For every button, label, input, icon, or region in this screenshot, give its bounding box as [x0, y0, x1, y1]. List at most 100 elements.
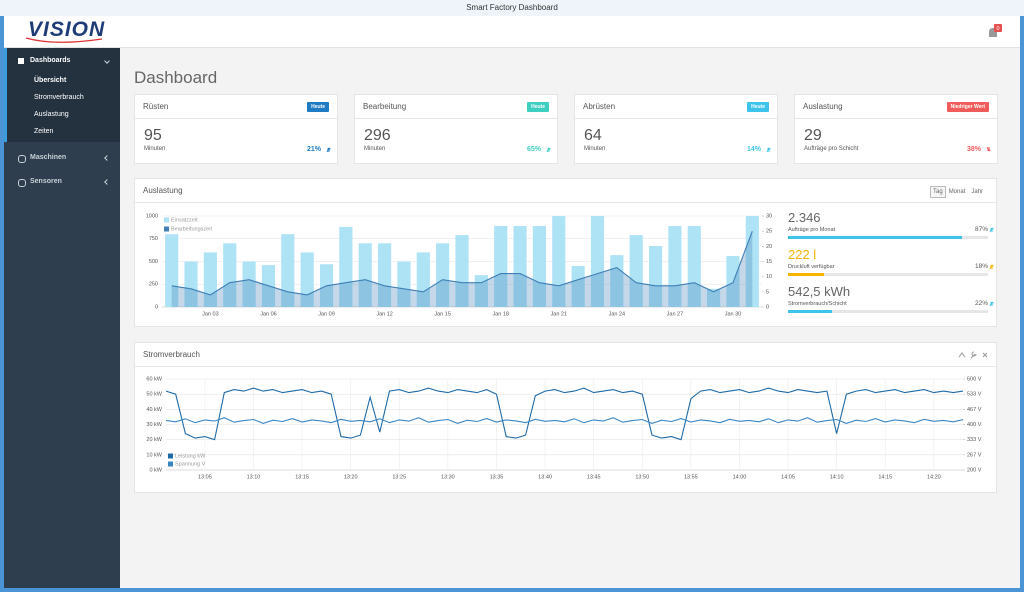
notification-bell[interactable]: 0	[984, 24, 1006, 42]
legend-swatch	[168, 461, 173, 467]
sidebar-subitem[interactable]: Übersicht	[34, 77, 67, 84]
x-tick-label: Jan 21	[551, 311, 568, 317]
bar	[629, 235, 643, 307]
x-tick-label: 13:35	[490, 474, 504, 480]
card-change: 65%	[526, 146, 541, 153]
bar	[339, 226, 353, 307]
stat-percent: 22%	[974, 300, 988, 307]
y2-tick-label: 25	[766, 229, 772, 235]
notification-count: 0	[996, 26, 999, 32]
y-tick-label: 50 kW	[146, 392, 162, 398]
y-tick-label: 40 kW	[146, 407, 162, 413]
legend-swatch	[164, 226, 169, 232]
x-tick-label: 14:15	[878, 474, 892, 480]
y2-tick-label: 467 V	[967, 407, 982, 413]
legend-label: Leistung kW	[175, 453, 206, 459]
bar	[455, 235, 469, 307]
bar	[687, 226, 701, 307]
bar	[668, 226, 682, 307]
card-value: 29	[804, 127, 822, 144]
bar	[416, 252, 430, 307]
stat-value: 542,5 kWh	[788, 284, 851, 299]
x-tick-label: 13:25	[392, 474, 406, 480]
range-button[interactable]: Tag	[930, 186, 946, 198]
sidebar-subitem[interactable]: Auslastung	[34, 111, 69, 118]
bar	[397, 261, 411, 307]
x-tick-label: 14:05	[781, 474, 795, 480]
bar	[532, 226, 546, 307]
auslastung-panel: Auslastung	[134, 178, 997, 327]
kpi-card: Auslastung Niedriger Wert 29 Aufträge pro S…	[794, 94, 998, 164]
card-value: 95	[144, 127, 162, 144]
bar	[707, 288, 721, 307]
sidebar-item[interactable]: Maschinen	[30, 154, 67, 161]
kpi-card: Rüsten Heute 95 Minuten 21%	[134, 94, 338, 164]
sidebar-item[interactable]: Sensoren	[30, 178, 62, 185]
x-tick-label: 13:45	[587, 474, 601, 480]
trend-arrow	[989, 227, 994, 233]
panel-title: Stromverbrauch	[143, 350, 200, 359]
menu-icon	[18, 58, 24, 64]
y2-tick-label: 30	[766, 213, 772, 219]
card-header: Rüsten Heute	[135, 95, 337, 119]
progress-track	[788, 273, 988, 276]
card-header: Auslastung Niedriger Wert	[795, 95, 997, 119]
y2-tick-label: 15	[766, 259, 772, 265]
y2-tick-label: 600 V	[967, 376, 982, 382]
panel-tools[interactable]	[958, 351, 990, 359]
x-tick-label: 13:05	[198, 474, 212, 480]
logo[interactable]: VISION	[28, 18, 106, 41]
trend-arrow	[989, 301, 994, 307]
stat-value: 222 l	[788, 247, 817, 262]
y-tick-label: 60 kW	[146, 376, 162, 382]
bar	[494, 226, 508, 307]
card-unit: Minuten	[364, 146, 386, 152]
stat-label: Druckluft verfügbar	[788, 264, 835, 270]
sidebar-subitem[interactable]: Zeiten	[34, 128, 54, 135]
x-tick-label: 13:20	[344, 474, 358, 480]
card-unit: Minuten	[584, 146, 606, 152]
x-tick-label: 13:30	[441, 474, 455, 480]
x-tick-label: 14:10	[830, 474, 844, 480]
trend-arrow	[989, 264, 994, 270]
y-tick-label: 0 kW	[149, 467, 162, 473]
legend-swatch	[168, 453, 173, 459]
progress-bar	[788, 310, 832, 313]
y2-tick-label: 10	[766, 274, 772, 280]
sidebar-subitem[interactable]: Stromverbrauch	[34, 94, 84, 101]
y2-tick-label: 533 V	[967, 392, 982, 398]
y2-tick-label: 5	[766, 289, 769, 295]
y2-tick-label: 267 V	[967, 452, 982, 458]
y-tick-label: 0	[155, 304, 158, 310]
stat-percent: 87%	[974, 226, 988, 233]
sidebar-item[interactable]: Dashboards	[30, 57, 71, 64]
panel-header: Auslastung	[135, 179, 996, 203]
sidebar: Dashboards Übersicht Stromverbrauch Auslast…	[4, 48, 120, 588]
x-tick-label: Jan 06	[260, 311, 277, 317]
range-button[interactable]: Jahr	[971, 189, 984, 195]
y2-tick-label: 400 V	[967, 422, 982, 428]
bar	[513, 226, 527, 307]
stat-label: Aufträge pro Monat	[788, 227, 836, 233]
card-title: Bearbeitung	[363, 102, 407, 111]
line	[171, 231, 753, 296]
trend-arrow	[986, 146, 991, 152]
badge: Heute	[307, 102, 329, 112]
legend-label: Bearbeitungszeit	[171, 226, 212, 232]
progress-bar	[788, 236, 962, 239]
card-header: Abrüsten Heute	[575, 95, 777, 119]
y-tick-label: 500	[149, 259, 158, 265]
y-tick-label: 30 kW	[146, 422, 162, 428]
x-tick-label: 14:00	[733, 474, 747, 480]
x-tick-label: 13:50	[635, 474, 649, 480]
card-unit: Aufträge pro Schicht	[804, 146, 859, 152]
x-tick-label: 13:55	[684, 474, 698, 480]
panel-header: Stromverbrauch	[135, 343, 996, 367]
badge: Niedriger Wert	[946, 102, 989, 112]
range-button[interactable]: Monat	[948, 189, 966, 195]
bar	[242, 261, 256, 307]
card-value: 64	[584, 127, 602, 144]
page-title: Dashboard	[134, 68, 218, 87]
x-tick-label: 13:10	[247, 474, 261, 480]
stat-percent: 18%	[974, 263, 988, 270]
